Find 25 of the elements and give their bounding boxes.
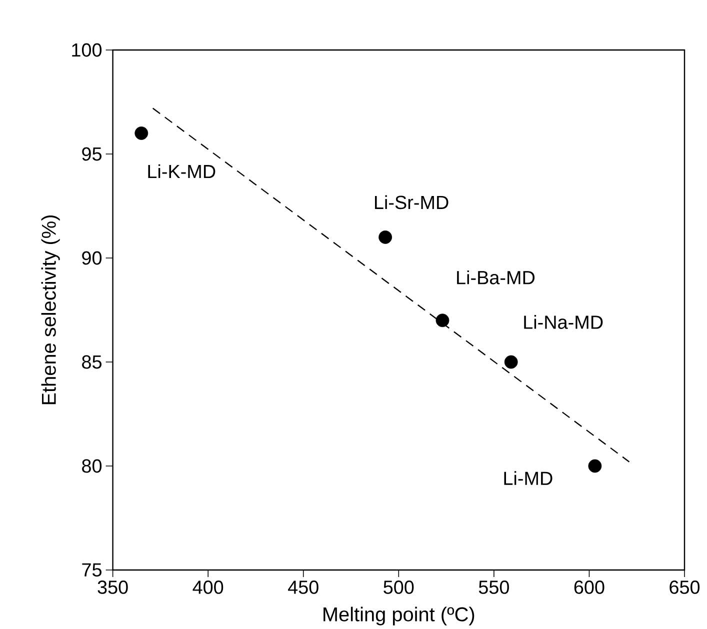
x-tick-label: 350 xyxy=(98,580,128,594)
x-tick-label: 650 xyxy=(670,580,700,594)
y-tick-label: 80 xyxy=(82,459,102,473)
y-tick-label: 100 xyxy=(72,43,102,57)
x-axis-title: Melting point (ºC) xyxy=(324,606,474,626)
y-tick-label: 95 xyxy=(82,147,102,161)
annotation: Li-K-MD xyxy=(148,164,216,178)
x-tick-label: 400 xyxy=(192,580,224,594)
point xyxy=(436,314,450,328)
point xyxy=(134,126,148,140)
annotation: Li-Sr-MD xyxy=(375,195,448,210)
x-tick-label: 450 xyxy=(288,580,318,594)
x-tick-label: 500 xyxy=(384,580,414,594)
y-axis-title: Ethene selectivity (%) xyxy=(41,216,60,404)
y-tick-label: 85 xyxy=(82,355,102,369)
x-tick-label: 550 xyxy=(478,580,509,594)
point xyxy=(504,355,518,369)
point xyxy=(378,230,392,244)
annotation: Li-Ba-MD xyxy=(457,270,535,285)
point xyxy=(588,459,602,473)
y-tick-label: 90 xyxy=(82,251,102,265)
annotation: Li-Na-MD xyxy=(524,315,603,330)
y-tick-label: 75 xyxy=(82,564,102,577)
x-tick-label: 600 xyxy=(574,580,604,594)
annotation: Li-MD xyxy=(504,471,552,486)
